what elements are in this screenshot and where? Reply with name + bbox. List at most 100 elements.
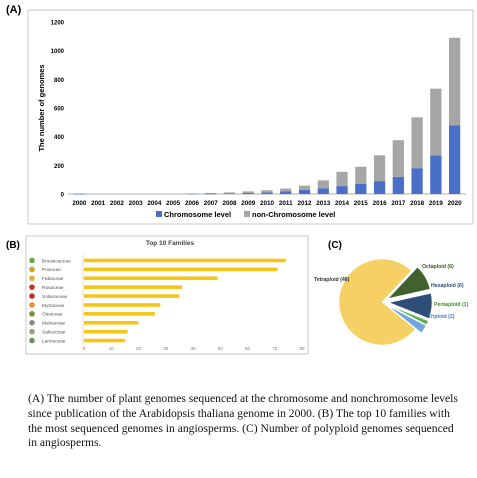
pie-label: Octaploid (6) (422, 264, 454, 270)
y-axis-title: The number of genomes (37, 64, 46, 151)
x-tick-label: 2009 (241, 200, 256, 207)
bar-chromosome (298, 189, 311, 194)
chart-b-svg: (B) Top 10 Families Brassicaceae Poaceae F… (6, 235, 309, 355)
y-tick-label: 1200 (51, 21, 65, 27)
bar-chromosome (355, 183, 367, 194)
family-icons (29, 257, 35, 344)
y-tick-label: 600 (54, 107, 65, 113)
bar-non-chromosome (186, 193, 198, 195)
pie-label: Pentaploid (1) (434, 302, 469, 308)
x-tick-label: 2006 (185, 200, 200, 207)
y-tick-label: 200 (54, 164, 65, 170)
x-tick-label: 2010 (260, 200, 275, 207)
x-tick-label: 70 (272, 346, 278, 351)
bar-non-chromosome (317, 180, 329, 189)
chart-b-title: Top 10 Families (146, 240, 195, 247)
x-tick-label: 2016 (373, 200, 388, 207)
bar-non-chromosome (430, 88, 442, 156)
panel-a-frame (27, 9, 474, 225)
bar-chromosome (242, 192, 254, 194)
family-bar (84, 338, 125, 343)
x-tick-label: 20 (136, 346, 142, 351)
x-axis-ticks: 2000 2001 2002 2003 2004 2005 2006 2007 2008 2009… (72, 200, 462, 207)
x-tick-label: 2019 (429, 200, 444, 207)
family-label: Poaceae (42, 267, 61, 273)
family-label: Fabaceae (42, 276, 64, 282)
bar-chromosome (448, 125, 461, 194)
stacked-bars (73, 37, 461, 195)
family-label: Malvaceae (42, 321, 66, 327)
family-label: Oleaceae (42, 312, 63, 318)
figure-caption: (A) The number of plant genomes sequence… (28, 392, 458, 450)
family-bar (84, 320, 139, 325)
y-tick-label: 1000 (51, 49, 65, 55)
bar-chromosome (73, 193, 86, 195)
family-bar (84, 276, 218, 281)
x-tick-label: 2001 (91, 200, 106, 207)
family-bar (84, 312, 155, 316)
bar-chromosome (336, 186, 348, 194)
bar-non-chromosome (280, 188, 292, 192)
family-plant-icon (29, 266, 35, 273)
panel-b-label: (B) (6, 240, 20, 251)
panel-c-polyploid-chart: (C) Octaploid (6) Hexaploid (6) Pentaploid… (310, 232, 477, 362)
x-tick-label: 2020 (448, 200, 463, 207)
pie-slice (338, 258, 416, 346)
family-plant-icon (29, 257, 35, 264)
bar-chromosome (430, 155, 442, 194)
x-tick-label: 2000 (72, 200, 87, 207)
bar-non-chromosome (373, 155, 386, 182)
x-tick-label: 2014 (335, 200, 350, 207)
legend-swatch-non-chromosome (244, 211, 250, 217)
x-tick-label: 2015 (354, 200, 369, 207)
y-tick-label: 800 (54, 78, 65, 84)
x-tick-label: 50 (218, 346, 224, 351)
pie-slice (387, 305, 427, 334)
x-tick-label: 2013 (316, 200, 331, 207)
bar-chromosome (392, 176, 404, 194)
family-plant-icon (29, 311, 35, 317)
x-tick-label: 2002 (110, 200, 125, 207)
bar-non-chromosome (411, 117, 423, 169)
bar-non-chromosome (298, 185, 311, 190)
x-tick-label: 60 (245, 346, 251, 351)
family-label: Salicaceae (42, 329, 66, 335)
family-plant-icon (29, 337, 35, 344)
family-plant-icon (29, 293, 35, 299)
y-tick-label: 0 (61, 193, 65, 199)
family-label: Brassicaceae (42, 258, 71, 264)
x-tick-label: 2011 (279, 200, 293, 207)
bar-non-chromosome (242, 191, 254, 193)
x-tick-label: 2005 (166, 200, 181, 207)
x-tick-label: 2003 (129, 200, 144, 207)
family-plant-icon (29, 319, 35, 326)
x-tick-label: 40 (190, 346, 196, 351)
family-bar (84, 258, 286, 263)
pie-slices (338, 258, 433, 346)
chart-a-svg: (A) The number of genomes 0 200 400 600 800 1… (6, 4, 474, 225)
bar-chromosome (205, 193, 217, 195)
family-bars: Brassicaceae Poaceae Fabaceae Rosaceae Solan… (42, 258, 286, 344)
bar-chromosome (373, 181, 386, 194)
bar-non-chromosome (336, 171, 348, 187)
family-bar (84, 285, 183, 289)
bar-chromosome (317, 188, 329, 194)
pie-label: Triploid (2) (428, 314, 455, 320)
family-plant-icon (29, 302, 35, 308)
pie-slice (387, 292, 433, 319)
y-tick-label: 400 (54, 135, 65, 141)
bar-chromosome (261, 192, 273, 194)
panel-a-chromosome-chart: (A) The number of genomes 0 200 400 600 800 1… (0, 0, 477, 226)
chart-c-svg: (C) Octaploid (6) Hexaploid (6) Pentaploid… (314, 240, 469, 346)
bar-non-chromosome (205, 192, 217, 194)
pie-label: Hexaploid (6) (431, 283, 464, 289)
x-tick-label: 2012 (298, 200, 313, 207)
bar-chromosome (280, 191, 292, 194)
pie-label: Tetraploid (48) (314, 277, 350, 283)
panel-b-families-chart: (B) Top 10 Families Brassicaceae Poaceae F… (0, 232, 310, 362)
x-tick-label: 2007 (204, 200, 219, 207)
legend-label-non-chromosome: non-Chromosome level (252, 210, 335, 219)
legend-swatch-chromosome (156, 211, 162, 217)
x-tick-label: 2004 (147, 200, 162, 207)
family-bar (84, 303, 161, 307)
